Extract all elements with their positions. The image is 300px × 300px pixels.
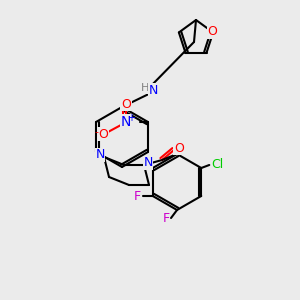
Text: N: N bbox=[95, 148, 105, 161]
Text: O: O bbox=[98, 128, 108, 140]
Text: O: O bbox=[174, 142, 184, 154]
Text: N: N bbox=[148, 83, 158, 97]
Text: Cl: Cl bbox=[211, 158, 224, 172]
Text: O: O bbox=[207, 25, 217, 38]
Text: -: - bbox=[94, 127, 98, 137]
Text: O: O bbox=[121, 98, 131, 110]
Text: +: + bbox=[127, 113, 135, 123]
Text: F: F bbox=[163, 212, 170, 224]
Text: N: N bbox=[121, 115, 131, 129]
Text: N: N bbox=[143, 157, 153, 169]
Text: H: H bbox=[141, 83, 149, 93]
Text: F: F bbox=[134, 190, 141, 202]
